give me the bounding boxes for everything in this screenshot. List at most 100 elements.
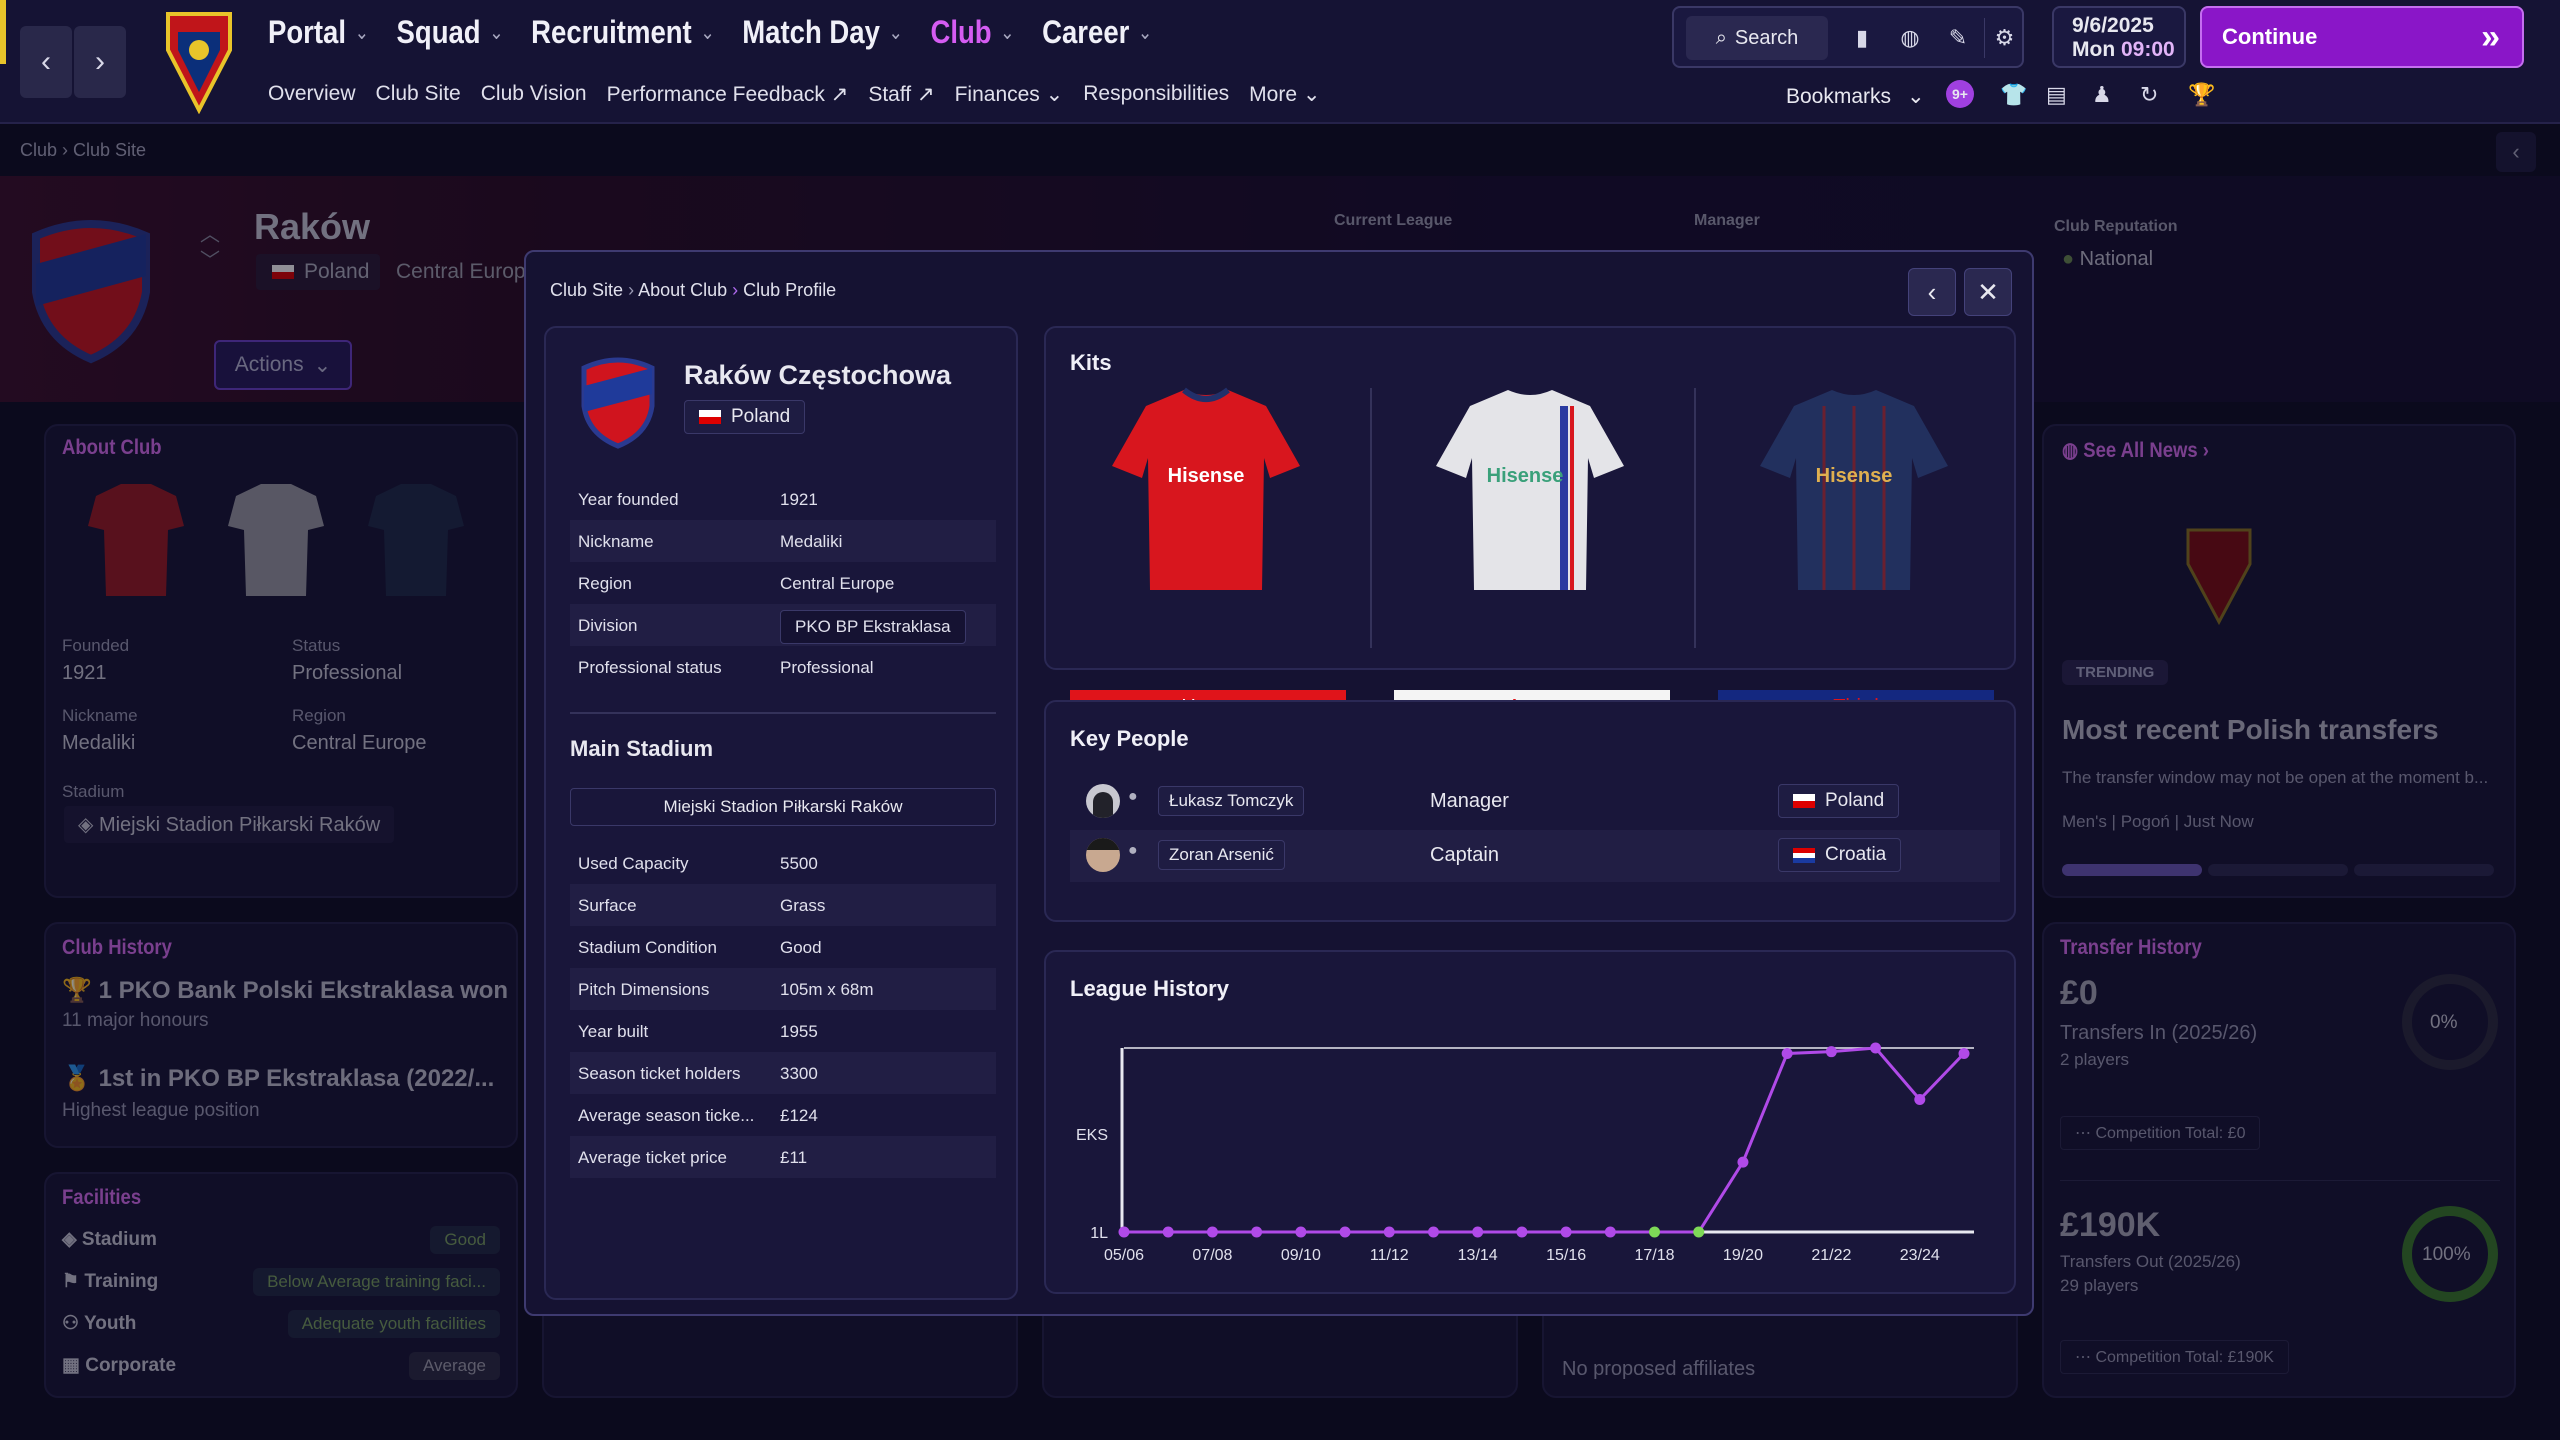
modal-close-button[interactable]: ✕ [1964, 268, 2012, 316]
collapse-panel-button[interactable]: ‹ [2496, 132, 2536, 172]
panel-title: Club History [62, 936, 172, 959]
news-meta-item: Pogoń [2120, 812, 2170, 831]
modal-back-button[interactable]: ‹ [1908, 268, 1956, 316]
facility-rating: Adequate youth facilities [287, 1310, 500, 1338]
submenu-performance-feedback[interactable]: Performance Feedback ↗ [607, 82, 849, 107]
menu-squad[interactable]: Squad ⌄ [396, 14, 504, 50]
data-point [1472, 1226, 1484, 1238]
row-key: Average season ticke... [578, 1106, 755, 1125]
submenu-more[interactable]: More ⌄ [1249, 82, 1320, 107]
data-point [1693, 1226, 1705, 1238]
gear-icon[interactable]: ⚙ [1984, 18, 2024, 58]
back-button[interactable]: ‹ [20, 26, 72, 98]
chevron-up-icon[interactable]: ︿ [200, 224, 220, 246]
kit-icon[interactable]: 👕 [2000, 82, 2028, 107]
submenu-responsibilities[interactable]: Responsibilities [1083, 82, 1230, 105]
top-header: ‹ › Portal ⌄ Squad ⌄ Recruitment ⌄ Match Da… [0, 0, 2560, 124]
bookmarks-dropdown[interactable]: Bookmarks ⌄ [1786, 84, 1925, 109]
division-chip[interactable]: PKO BP Ekstraklasa [780, 610, 966, 644]
menu-recruitment[interactable]: Recruitment ⌄ [531, 14, 715, 50]
x-tick-label: 05/06 [1104, 1247, 1144, 1264]
submenu-club-vision[interactable]: Club Vision [480, 82, 587, 105]
refresh-icon[interactable]: ↻ [2140, 82, 2159, 107]
row-key: Used Capacity [578, 854, 689, 873]
bookmark-icon[interactable]: ▮ [1855, 25, 1869, 50]
submenu-club-site[interactable]: Club Site [375, 82, 461, 105]
news-icon[interactable]: ▤ [2046, 82, 2067, 107]
about-club-panel: About Club Founded 1921 Status Professio… [44, 424, 518, 898]
data-point [1162, 1226, 1174, 1238]
third-kit-image[interactable]: Hisense [1754, 386, 1954, 596]
kit-thumbnails [88, 484, 464, 596]
carousel-indicator[interactable] [2208, 864, 2348, 876]
continue-button[interactable]: Continue » [2200, 6, 2524, 68]
news-meta-item: Just Now [2183, 812, 2254, 831]
globe-icon[interactable]: ◍ [1900, 25, 1920, 50]
stadium-chip[interactable]: ◈ Miejski Stadion Piłkarski Raków [64, 806, 395, 843]
actions-button[interactable]: Actions ⌄ [214, 340, 352, 390]
person-row[interactable]: ● Łukasz Tomczyk Manager Poland [1070, 776, 2000, 828]
row-value: 3300 [780, 1064, 818, 1083]
pogon-crest-image [2186, 528, 2252, 626]
person-icon: ● [1128, 842, 1138, 859]
row-value: Medaliki [780, 532, 843, 551]
accent-strip [0, 0, 6, 64]
transfers-out-label: Transfers Out (2025/26) [2060, 1252, 2241, 1271]
forward-button[interactable]: › [74, 26, 126, 98]
stadium-row: Average season ticke... £124 [570, 1094, 996, 1136]
person-name[interactable]: Łukasz Tomczyk [1158, 786, 1305, 816]
panel-title: Transfer History [2060, 936, 2202, 959]
submenu-finances[interactable]: Finances ⌄ [955, 82, 1064, 107]
breadcrumb-club-site[interactable]: Club Site [73, 140, 147, 160]
chevron-down-icon: ⌄ [1302, 83, 1321, 106]
search-button[interactable]: ⌕ Search [1686, 16, 1828, 60]
person-name[interactable]: Zoran Arsenić [1158, 840, 1285, 870]
menu-portal[interactable]: Portal ⌄ [268, 14, 370, 50]
row-value: £11 [780, 1148, 808, 1167]
person-row[interactable]: ● Zoran Arsenić Captain Croatia [1070, 830, 2000, 882]
chevron-down-icon[interactable]: ﹀ [200, 250, 220, 272]
country-chip[interactable]: Poland [684, 400, 806, 434]
data-point [1383, 1226, 1395, 1238]
carousel-indicator-active[interactable] [2062, 864, 2202, 876]
nationality-chip[interactable]: Poland [1778, 784, 1900, 818]
trophy-icon[interactable]: 🏆 [2188, 82, 2216, 107]
pen-icon[interactable]: ✎ [1948, 25, 1968, 50]
status-label: Status [292, 636, 341, 655]
stadium-row: Season ticket holders 3300 [570, 1052, 996, 1094]
menu-career[interactable]: Career ⌄ [1042, 14, 1153, 50]
facility-rating: Below Average training faci... [253, 1268, 500, 1296]
status-value: Professional [292, 662, 403, 684]
breadcrumb-about-club[interactable]: About Club [638, 280, 728, 300]
x-tick-label: 21/22 [1811, 1247, 1851, 1264]
see-all-news-link[interactable]: ◍ See All News › [2062, 439, 2209, 462]
nationality-chip[interactable]: Croatia [1778, 838, 1902, 872]
stadium-name-chip[interactable]: Miejski Stadion Piłkarski Raków [570, 788, 996, 826]
nationality-label: Poland [1825, 790, 1885, 811]
carousel-indicator[interactable] [2354, 864, 2494, 876]
row-key: Pitch Dimensions [578, 980, 710, 999]
kit-sponsor-text: Hisense [1168, 465, 1245, 487]
submenu-overview[interactable]: Overview [268, 82, 356, 105]
country-chip[interactable]: Poland [256, 254, 380, 290]
row-value: 105m x 68m [780, 980, 874, 999]
home-kit-image[interactable]: Hisense [1106, 386, 1306, 596]
news-headline[interactable]: Most recent Polish transfers [2062, 714, 2439, 745]
facility-label: Youth [83, 1313, 137, 1334]
breadcrumb-club[interactable]: Club [20, 140, 58, 160]
stadium-row: Surface Grass [570, 884, 996, 926]
menu-club[interactable]: Club ⌄ [930, 14, 1015, 50]
away-kit-image[interactable]: Hisense [1430, 386, 1630, 596]
row-value: Good [780, 938, 822, 957]
breadcrumb-club-site[interactable]: Club Site [550, 280, 624, 300]
people-icon[interactable]: ♟ [2092, 82, 2112, 107]
chevron-down-icon: ⌄ [1907, 85, 1925, 108]
menu-match-day[interactable]: Match Day ⌄ [742, 14, 903, 50]
sub-menu: Overview Club Site Club Vision Performan… [268, 82, 1320, 107]
date-display[interactable]: 9/6/2025 Mon 09:00 [2052, 6, 2186, 68]
row-value: £124 [780, 1106, 818, 1125]
submenu-staff[interactable]: Staff ↗ [868, 82, 934, 107]
row-value: 1921 [780, 490, 818, 509]
external-link-icon: ↗ [830, 83, 849, 106]
pogon-club-crest[interactable] [164, 10, 234, 114]
